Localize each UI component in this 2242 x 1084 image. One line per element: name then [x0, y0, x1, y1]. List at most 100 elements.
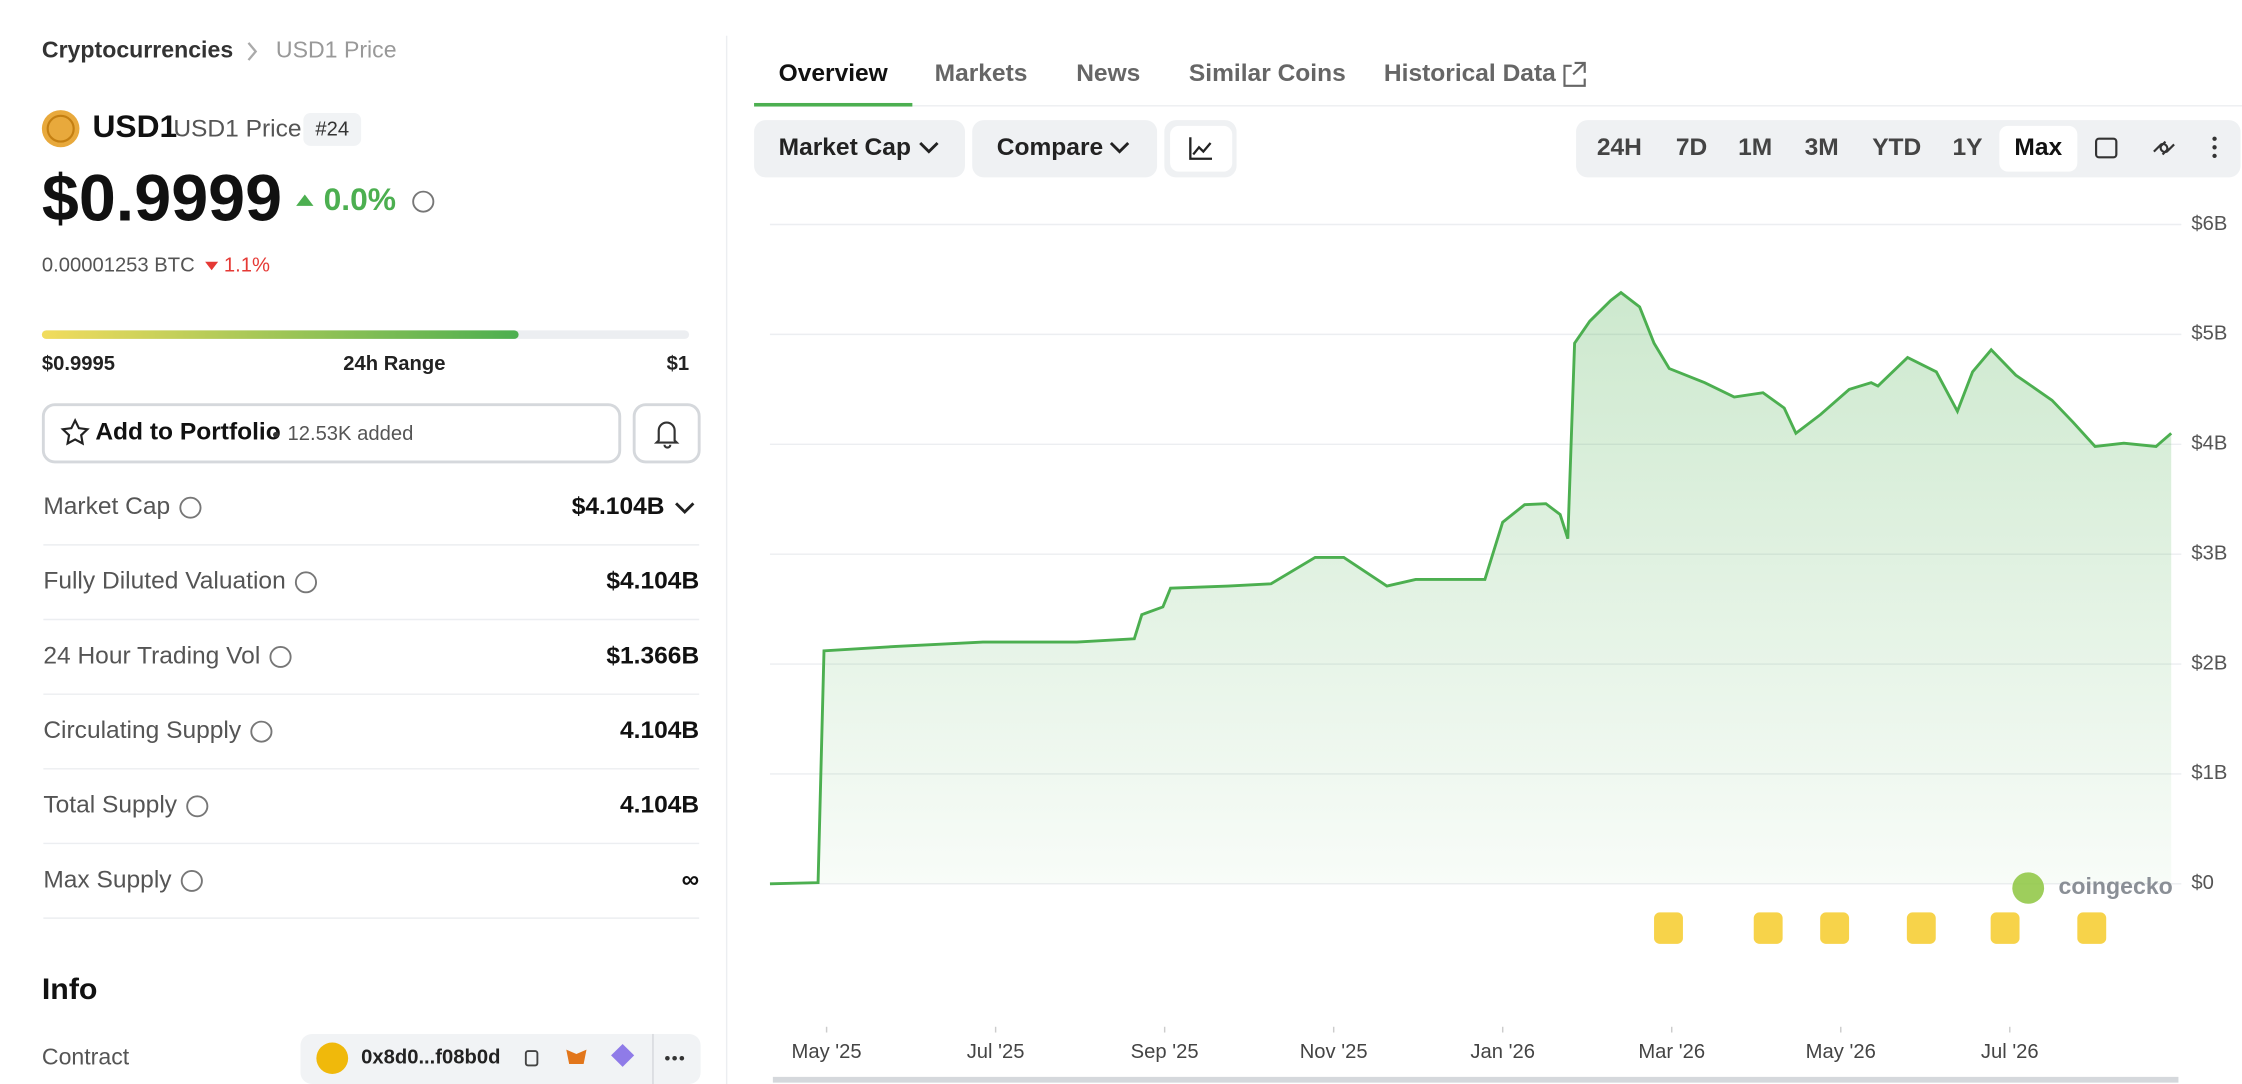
portfolio-label: Add to Portfolio: [95, 419, 280, 446]
stat-value: $4.104B: [606, 568, 699, 595]
y-tick-label: $6B: [2191, 213, 2227, 235]
x-tick-label: May '25: [792, 1041, 862, 1063]
x-tick-label: Jul '26: [1981, 1041, 2039, 1063]
event-marker[interactable]: [1654, 912, 1683, 944]
breadcrumb-link[interactable]: Cryptocurrencies: [42, 37, 233, 63]
tab[interactable]: Overview: [779, 60, 889, 87]
chevron: [675, 502, 695, 514]
info-icon[interactable]: [179, 496, 202, 519]
stat-label: Market Cap: [43, 493, 170, 520]
range-button[interactable]: YTD: [1872, 134, 1921, 161]
tab[interactable]: News: [1076, 60, 1140, 87]
down-arrow: [205, 261, 219, 271]
logo: [2012, 872, 2045, 904]
event-marker[interactable]: [1820, 912, 1850, 944]
portfolio-count: 12.53K added: [287, 423, 413, 445]
price: $0.9999: [42, 162, 282, 236]
x-tick-label: May '26: [1806, 1041, 1876, 1063]
stat-label: Circulating Supply: [43, 717, 242, 744]
compare-dropdown[interactable]: [972, 120, 1158, 178]
event-markers: [1654, 912, 2107, 944]
tab-underline: [754, 102, 913, 107]
info-icon[interactable]: [250, 720, 273, 743]
range-button[interactable]: Max: [2014, 134, 2062, 161]
menu-dot[interactable]: [2212, 136, 2217, 141]
link-icon[interactable]: [2153, 140, 2175, 156]
separator-dot: [273, 431, 279, 438]
coin-symbol: USD1: [92, 108, 177, 144]
wallet-icon[interactable]: [566, 1049, 587, 1064]
y-tick-label: $1B: [2191, 762, 2227, 784]
watermark: coingecko: [2059, 873, 2173, 899]
info-icon[interactable]: [269, 646, 292, 668]
chevron: [1109, 141, 1130, 154]
range-button[interactable]: 1M: [1738, 134, 1772, 161]
line-chart-icon: [1189, 137, 1213, 160]
range-low: $0.9995: [42, 353, 115, 375]
stat-label: Fully Diluted Valuation: [43, 568, 285, 595]
alert-button[interactable]: [632, 403, 701, 464]
x-tick-label: Jul '25: [967, 1041, 1025, 1063]
x-tick-label: Sep '25: [1131, 1041, 1199, 1063]
section-title: Info: [42, 973, 98, 1006]
copy-icon[interactable]: [524, 1050, 539, 1067]
range-high: $1: [667, 353, 689, 375]
contract-pill: [300, 1033, 701, 1084]
range-label: 24h Range: [343, 353, 445, 375]
range-button[interactable]: 24H: [1597, 134, 1642, 161]
stat-value: ∞: [682, 866, 700, 893]
tab[interactable]: Historical Data: [1384, 60, 1556, 87]
y-tick-label: $4B: [2191, 433, 2227, 455]
star-icon: [60, 417, 90, 446]
compare-label: Compare: [997, 134, 1103, 161]
y-tick-label: $5B: [2191, 323, 2227, 345]
range-button[interactable]: 1Y: [1953, 134, 1983, 161]
event-marker[interactable]: [1990, 912, 2020, 944]
info-icon[interactable]: [294, 571, 318, 594]
stat-label: Max Supply: [43, 866, 172, 893]
range-fill: [41, 330, 519, 339]
portfolio-button[interactable]: [41, 403, 622, 464]
metric-dropdown[interactable]: [754, 120, 965, 178]
x-tick-label: Nov '25: [1300, 1041, 1368, 1063]
y-tick-label: $0: [2191, 872, 2213, 894]
range-active: [1999, 125, 2078, 172]
info-icon[interactable]: [180, 869, 203, 892]
x-tick-label: Jan '26: [1470, 1041, 1535, 1063]
menu-dot: [2212, 145, 2217, 150]
y-tick-label: $2B: [2191, 652, 2227, 674]
tab[interactable]: Markets: [935, 60, 1028, 87]
up-arrow: [296, 194, 314, 206]
stat-value: $1.366B: [606, 643, 699, 670]
price-change: 0.0%: [324, 181, 396, 217]
stat-label: 24 Hour Trading Vol: [43, 643, 260, 670]
coin-name: USD1 Price: [173, 116, 301, 143]
x-tick-label: Mar '26: [1638, 1041, 1705, 1063]
tabs: Overview Markets News Similar Coins Historic…: [754, 60, 1556, 107]
contract-address[interactable]: 0x8d0...f08b0d: [361, 1047, 500, 1069]
event-marker[interactable]: [1753, 912, 1783, 944]
btc-change: 1.1%: [224, 254, 270, 276]
breadcrumb-current: USD1 Price: [276, 37, 397, 63]
range-button[interactable]: 3M: [1805, 134, 1839, 161]
chevron: [247, 42, 258, 61]
more-dot: [679, 1055, 685, 1061]
info-icon[interactable]: [412, 190, 435, 213]
range-button[interactable]: 7D: [1676, 134, 1707, 161]
bell-icon: [653, 421, 680, 449]
tab[interactable]: Similar Coins: [1189, 60, 1346, 87]
chain-icon: [316, 1042, 349, 1074]
event-marker[interactable]: [2077, 912, 2107, 944]
chevron: [919, 141, 939, 154]
more-dot[interactable]: [665, 1055, 670, 1061]
line: [769, 290, 2173, 886]
event-marker[interactable]: [1906, 912, 1936, 944]
calendar-icon[interactable]: [2095, 137, 2118, 159]
stat-value: $4.104B: [572, 493, 665, 520]
more-dot: [672, 1055, 677, 1061]
btc-price: 0.00001253 BTC: [42, 254, 195, 276]
rank: #24: [315, 119, 349, 141]
info-icon[interactable]: [186, 795, 209, 818]
